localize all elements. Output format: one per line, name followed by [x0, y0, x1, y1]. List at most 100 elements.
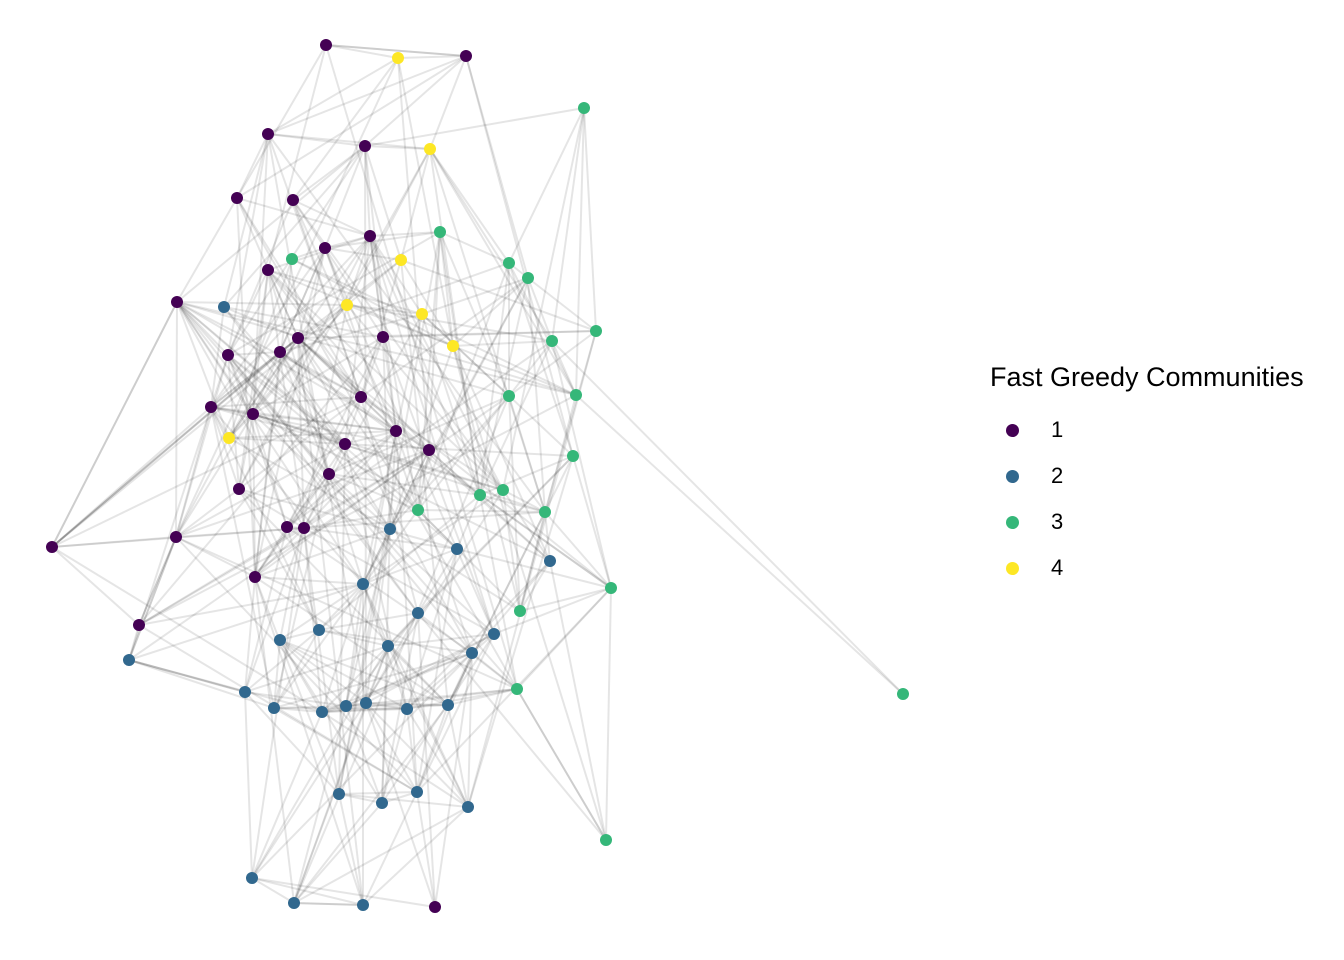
edge-100 — [400, 259, 454, 347]
edge-453 — [365, 702, 408, 710]
edge-143 — [176, 301, 364, 585]
edge-29 — [292, 145, 366, 201]
edge-232 — [417, 395, 510, 511]
edge-160 — [279, 313, 423, 353]
node-23-community-1 — [377, 331, 389, 343]
edge-331 — [138, 536, 177, 626]
edge-239 — [138, 394, 577, 626]
edge-272 — [175, 437, 230, 538]
node-60-community-2 — [382, 640, 394, 652]
edge-336 — [254, 526, 288, 578]
edge-203 — [279, 351, 612, 589]
edge-301 — [479, 494, 546, 513]
edge-263 — [344, 430, 397, 445]
edge-235 — [508, 395, 521, 612]
node-61-community-2 — [466, 647, 478, 659]
edge-145 — [176, 301, 518, 690]
edge-267 — [389, 430, 397, 530]
edge-471 — [362, 791, 418, 906]
edge-268 — [395, 430, 473, 654]
edge-202 — [254, 351, 281, 578]
edge-176 — [228, 337, 299, 439]
edge-458 — [365, 702, 436, 908]
edge-398 — [273, 639, 281, 709]
edge-442 — [273, 707, 408, 710]
edge-390 — [417, 612, 436, 908]
edge-456 — [365, 702, 469, 808]
edge-19 — [267, 133, 366, 147]
edge-342 — [138, 527, 305, 626]
edge-174 — [252, 337, 299, 415]
edge-53 — [292, 199, 326, 249]
edge-281 — [175, 449, 430, 538]
edge-417 — [251, 645, 389, 879]
edge-372 — [362, 583, 389, 647]
edge-124 — [527, 277, 553, 342]
edge-492 — [128, 536, 177, 661]
edge-434 — [244, 691, 253, 879]
node-21-community-3 — [590, 325, 602, 337]
edge-179 — [297, 337, 419, 511]
edge-469 — [381, 791, 418, 804]
node-18-community-2 — [218, 301, 230, 313]
edge-85 — [297, 247, 326, 339]
edge-476 — [293, 902, 364, 906]
edge-43 — [429, 148, 481, 496]
edge-220 — [508, 340, 553, 397]
edge-166 — [297, 330, 597, 339]
edge-10 — [364, 55, 467, 147]
node-79-community-2 — [357, 899, 369, 911]
edge-349 — [362, 528, 391, 585]
edge-278 — [344, 443, 408, 710]
edge-99 — [297, 259, 402, 339]
edge-18 — [502, 107, 585, 491]
node-48-community-2 — [384, 523, 396, 535]
edge-279 — [338, 443, 346, 795]
edge-62 — [439, 231, 454, 347]
edge-395 — [318, 629, 473, 654]
node-7-community-1 — [231, 192, 243, 204]
edge-493 — [128, 659, 246, 693]
edge-64 — [428, 231, 441, 451]
edge-193 — [227, 351, 281, 356]
node-52-community-2 — [357, 578, 369, 590]
edge-246 — [175, 406, 212, 538]
edge-244 — [210, 406, 504, 491]
node-59-community-2 — [488, 628, 500, 640]
edge-222 — [479, 340, 553, 496]
edge-348 — [254, 528, 391, 578]
edge-495 — [416, 791, 436, 908]
edge-139 — [176, 301, 419, 511]
edge-447 — [321, 711, 469, 808]
edge-3 — [325, 44, 518, 690]
edge-231 — [328, 395, 510, 475]
edge-87 — [279, 247, 326, 353]
edge-106 — [267, 269, 454, 347]
node-24-community-1 — [274, 346, 286, 358]
edge-306 — [502, 489, 546, 513]
edge-178 — [297, 337, 481, 496]
edge-189 — [286, 336, 384, 528]
edge-17 — [575, 107, 585, 396]
edge-39 — [429, 148, 510, 264]
edge-369 — [138, 583, 364, 626]
node-9-community-3 — [434, 226, 446, 238]
edge-427 — [251, 652, 473, 879]
edge-40 — [346, 148, 431, 306]
edge-407 — [345, 633, 495, 707]
edge-153 — [346, 304, 454, 347]
node-47-community-1 — [298, 522, 310, 534]
edge-147 — [223, 306, 384, 338]
edge-370 — [318, 583, 364, 631]
edge-346 — [303, 527, 340, 795]
node-56-community-1 — [133, 619, 145, 631]
node-78-community-2 — [288, 897, 300, 909]
edge-191 — [138, 336, 384, 626]
edge-93 — [291, 258, 454, 347]
node-67-community-2 — [316, 706, 328, 718]
edge-4 — [267, 57, 399, 135]
edge-107 — [267, 269, 362, 398]
edge-356 — [456, 548, 612, 589]
edge-393 — [279, 629, 320, 641]
node-27-community-3 — [546, 335, 558, 347]
